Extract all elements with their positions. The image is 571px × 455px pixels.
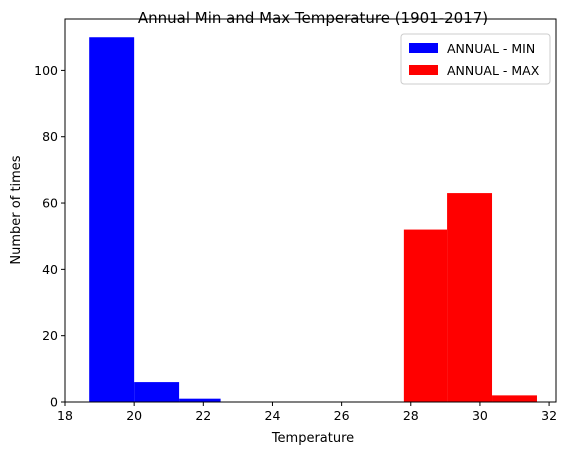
x-tick-label: 22 bbox=[195, 408, 211, 423]
legend-frame bbox=[400, 33, 551, 85]
x-tick-label: 28 bbox=[403, 408, 419, 423]
y-axis-ticks: 0 20 40 60 80 100 bbox=[34, 63, 65, 410]
histogram-bar-min-3 bbox=[179, 398, 221, 402]
x-tick-label: 30 bbox=[472, 408, 488, 423]
x-tick-label: 32 bbox=[541, 408, 557, 423]
histogram-bar-max-3 bbox=[492, 395, 537, 402]
chart-title: Annual Min and Max Temperature (1901-201… bbox=[138, 9, 488, 27]
y-tick-label: 40 bbox=[42, 262, 58, 277]
plot-area-frame bbox=[64, 18, 557, 403]
y-tick-label: 20 bbox=[42, 328, 58, 343]
x-tick-label: 18 bbox=[57, 408, 73, 423]
y-tick-label: 80 bbox=[42, 129, 58, 144]
y-tick-label: 60 bbox=[42, 196, 58, 211]
x-tick-label: 20 bbox=[126, 408, 142, 423]
bars-group bbox=[89, 37, 537, 403]
y-axis-label: Number of times bbox=[9, 155, 24, 264]
x-axis-label: Temperature bbox=[271, 431, 354, 446]
histogram-bar-min-1 bbox=[89, 37, 135, 403]
x-axis-ticks: 18 20 22 24 26 28 30 32 bbox=[57, 402, 557, 423]
legend-label-min: ANNUAL - MIN bbox=[447, 41, 535, 56]
histogram-bar-max-2 bbox=[447, 193, 493, 402]
histogram-bar-max-1 bbox=[403, 229, 448, 402]
y-tick-label: 100 bbox=[34, 63, 58, 78]
legend-label-max: ANNUAL - MAX bbox=[447, 63, 540, 78]
y-tick-label: 0 bbox=[50, 395, 58, 410]
legend-swatch-min bbox=[409, 43, 438, 53]
legend: ANNUAL - MIN ANNUAL - MAX bbox=[400, 33, 551, 85]
legend-swatch-max bbox=[409, 65, 438, 75]
histogram-bar-min-2 bbox=[134, 382, 180, 402]
x-tick-label: 24 bbox=[265, 408, 281, 423]
x-tick-label: 26 bbox=[334, 408, 350, 423]
